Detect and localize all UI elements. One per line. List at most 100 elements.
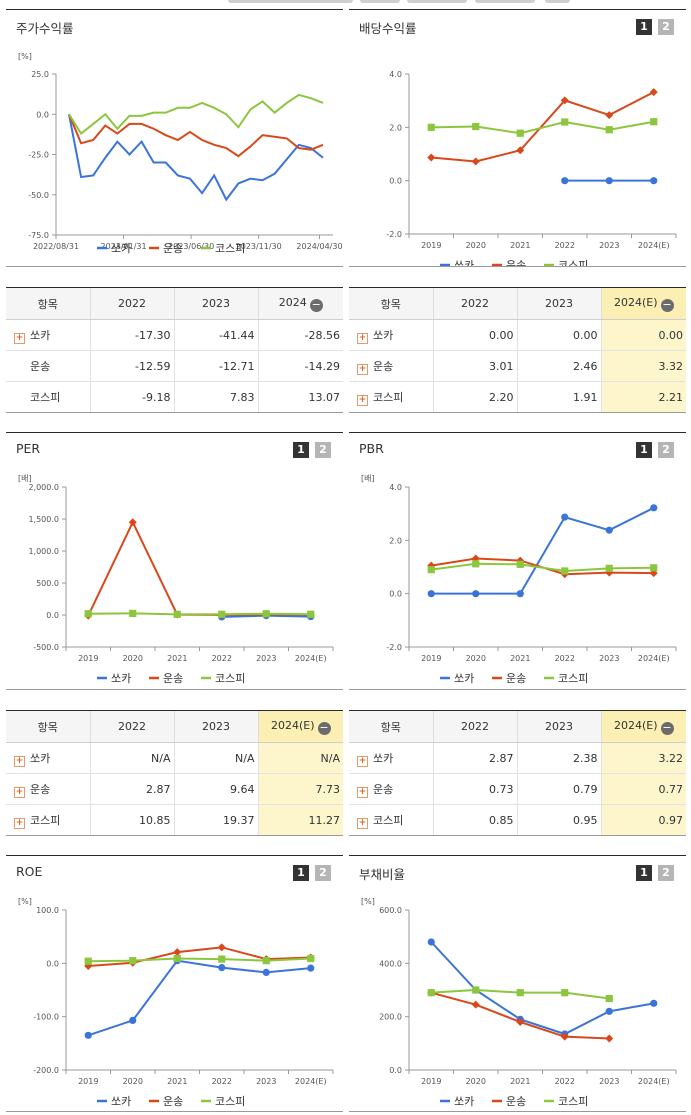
x-tick-label: 2023: [599, 654, 619, 663]
data-point: [427, 938, 435, 946]
x-tick-label: 2022: [555, 654, 575, 663]
expand-plus-icon[interactable]: +: [14, 332, 25, 344]
x-tick-label: 2024(E): [295, 1077, 327, 1086]
y-tick-label: 2.0: [389, 536, 402, 545]
y-tick-label: -50.0: [28, 191, 49, 200]
row-label: 운송: [30, 360, 51, 373]
y-unit-label: [%]: [361, 897, 375, 906]
expand-plus-icon[interactable]: +: [357, 817, 368, 829]
dividend-toggle-2-button[interactable]: 2: [658, 19, 674, 35]
collapse-minus-icon[interactable]: −: [660, 720, 674, 735]
table-header-2023: 2023: [173, 287, 258, 320]
data-point: [262, 957, 270, 965]
roe-title: ROE: [16, 864, 43, 879]
roe-toggle-2-button[interactable]: 2: [315, 865, 331, 881]
data-point: [472, 590, 480, 598]
data-point: [605, 111, 614, 120]
per-table: 항목 2022 2023 2024(E) − + 쏘카 N/A N/A N/A + 운…: [6, 710, 343, 836]
table-cell: -28.56: [257, 319, 343, 351]
pbr-toggle-2-button[interactable]: 2: [658, 442, 674, 458]
legend-label: 코스피: [558, 259, 588, 267]
roe-header: ROE 1 2: [6, 855, 343, 890]
series-line-2: [68, 93, 324, 136]
expand-plus-icon[interactable]: +: [14, 786, 25, 798]
expand-plus-icon[interactable]: +: [357, 394, 368, 406]
expand-plus-icon[interactable]: +: [357, 363, 368, 375]
top-tab-1[interactable]: [228, 0, 353, 3]
y-tick-label: -500.0: [33, 643, 59, 652]
x-tick-label: 2024(E): [295, 654, 327, 663]
y-tick-label: 2.0: [389, 123, 402, 132]
table-cell: 2.21: [600, 381, 686, 413]
stock-return-table: 항목 2022 2023 2024− + 쏘카 -17.30 -41.44 -28…: [6, 287, 343, 413]
y-tick-label: 4.0: [389, 483, 402, 492]
table-row: + 쏘카 2.87 2.38 3.22: [349, 742, 686, 774]
legend-label: 쏘카: [454, 1095, 474, 1108]
expand-plus-icon[interactable]: +: [14, 755, 25, 767]
data-point: [307, 954, 315, 963]
table-cell: 3.22: [600, 742, 686, 774]
roe-chart: [%] 100.0 0.0 -100.0 -200.0 2019 2020 2021 2022 2…: [18, 897, 334, 1108]
series-line-2: [88, 957, 311, 963]
collapse-minus-icon[interactable]: −: [660, 297, 674, 312]
y-tick-label: -2.0: [386, 643, 402, 652]
expand-plus-icon[interactable]: +: [14, 817, 25, 829]
table-cell: 0.95: [516, 804, 601, 836]
series-line-0: [431, 506, 655, 595]
top-tab-2[interactable]: [360, 0, 400, 3]
data-point: [427, 123, 435, 131]
table-cell: 11.27: [257, 804, 343, 836]
table-row: + 운송 2.87 9.64 7.73: [6, 773, 343, 805]
table-cell: 0.00: [516, 319, 601, 351]
data-point: [84, 957, 92, 965]
x-tick-label: 2022: [212, 1077, 232, 1086]
x-tick-label: 2023/06/30: [168, 242, 214, 251]
data-point: [516, 1018, 525, 1026]
pbr-header: PBR 1 2: [349, 432, 686, 467]
pbr-chart: [배] 4.0 2.0 0.0 -2.0 2019 2020 2021 2022 2023 2024…: [361, 474, 677, 685]
table-row: + 쏘카 0.00 0.00 0.00: [349, 319, 686, 351]
table-row: + 코스피 0.85 0.95 0.97: [349, 804, 686, 836]
table-cell: N/A: [257, 742, 343, 774]
x-tick-label: 2021: [510, 241, 530, 250]
data-point: [427, 153, 436, 162]
table-row: 운송 -12.59 -12.71 -14.29: [6, 350, 343, 382]
top-tab-4[interactable]: [475, 0, 535, 3]
top-tab-5[interactable]: [545, 0, 570, 3]
table-header-2022: 2022: [89, 287, 174, 320]
y-tick-label: 200.0: [379, 1013, 402, 1022]
x-tick-label: 2023: [256, 1077, 276, 1086]
per-toggle-2-button[interactable]: 2: [315, 442, 331, 458]
roe-toggle-1-button[interactable]: 1: [293, 865, 309, 881]
data-point: [605, 177, 613, 185]
pbr-toggle-1-button[interactable]: 1: [636, 442, 652, 458]
debt-toggle-1-button[interactable]: 1: [636, 865, 652, 881]
data-point: [516, 989, 524, 997]
row-label: 쏘카: [30, 328, 51, 342]
table-cell: 0.97: [600, 804, 686, 836]
expand-plus-icon[interactable]: +: [357, 755, 368, 767]
x-tick-label: 2023/01/31: [101, 242, 147, 251]
debt-toggle-2-button[interactable]: 2: [658, 865, 674, 881]
per-toggle-1-button[interactable]: 1: [293, 442, 309, 458]
legend-label: 운송: [506, 1095, 526, 1108]
table-row: + 쏘카 -17.30 -41.44 -28.56: [6, 319, 343, 351]
collapse-minus-icon[interactable]: −: [317, 720, 331, 735]
dividend-toggle-1-button[interactable]: 1: [636, 19, 652, 35]
data-point: [650, 504, 658, 512]
x-tick-label: 2021: [167, 654, 187, 663]
x-tick-label: 2020: [466, 1077, 486, 1086]
collapse-minus-icon[interactable]: −: [309, 297, 323, 312]
data-point: [427, 989, 435, 997]
x-tick-label: 2022: [555, 241, 575, 250]
top-tab-3[interactable]: [407, 0, 467, 3]
data-point: [129, 1016, 137, 1024]
expand-plus-icon[interactable]: +: [357, 786, 368, 798]
data-point: [307, 610, 315, 618]
expand-plus-icon[interactable]: +: [357, 332, 368, 344]
table-cell: 2.38: [516, 742, 601, 774]
table-header-2024e: 2024(E) −: [600, 287, 686, 320]
table-cell: 3.01: [432, 350, 517, 382]
x-tick-label: 2023: [599, 1077, 619, 1086]
data-point: [605, 526, 613, 534]
